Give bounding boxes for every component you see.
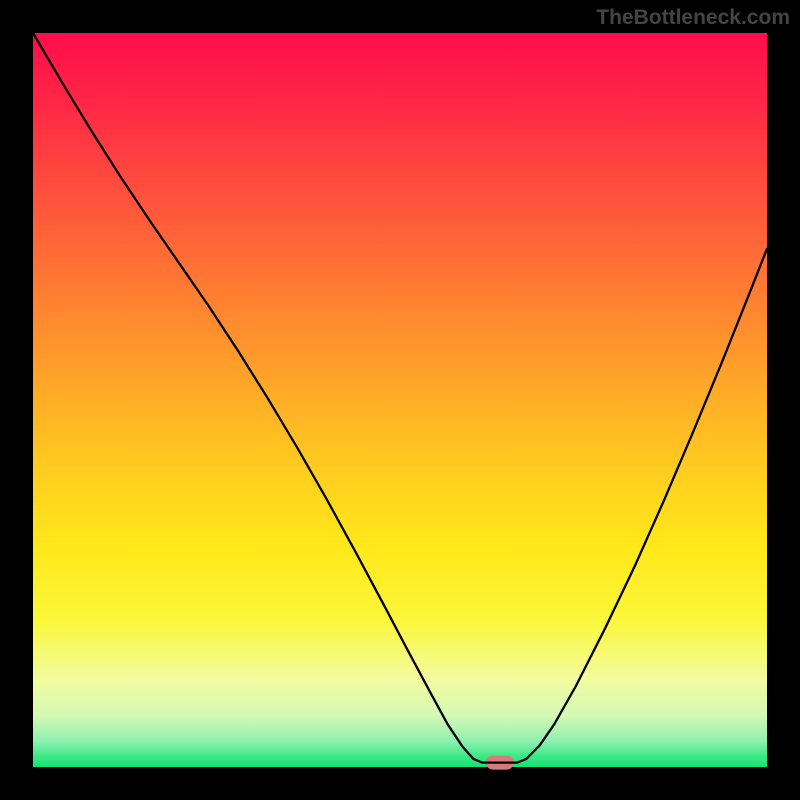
watermark-text: TheBottleneck.com — [596, 6, 790, 30]
bottleneck-chart — [0, 0, 800, 800]
chart-container: TheBottleneck.com — [0, 0, 800, 800]
plot-background — [33, 33, 767, 767]
